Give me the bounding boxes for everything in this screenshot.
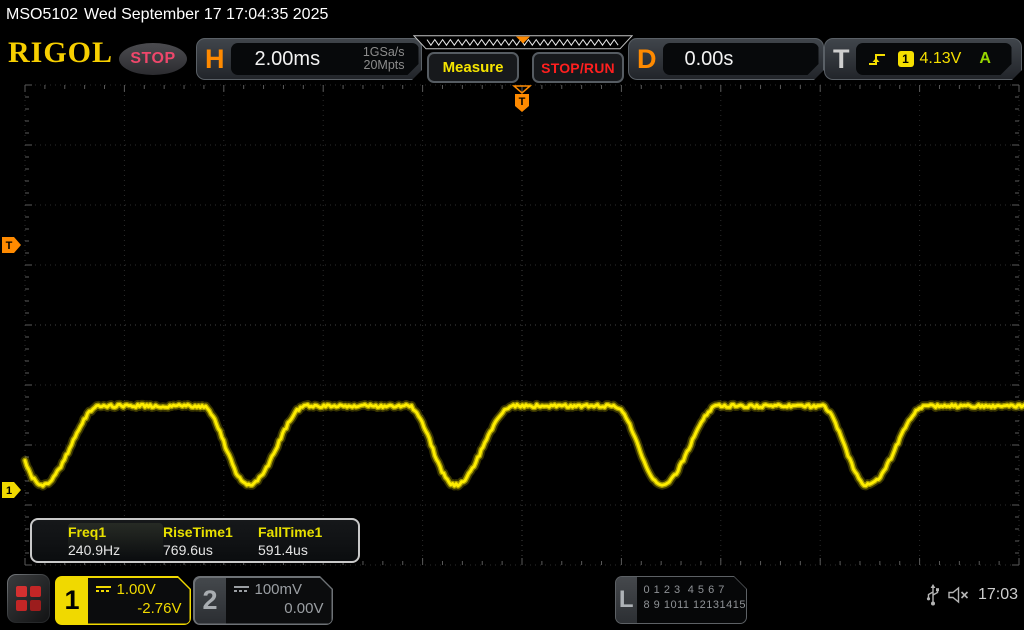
rising-edge-icon: [868, 50, 888, 68]
stop-run-button[interactable]: STOP/RUN: [532, 52, 624, 83]
status-tray: 17:03: [926, 584, 1018, 606]
logic-analyzer-badge: L: [616, 577, 637, 623]
measure-button[interactable]: Measure: [427, 52, 519, 83]
svg-text:1: 1: [6, 485, 12, 497]
clock[interactable]: 17:03: [977, 586, 1018, 603]
channel2-block[interactable]: 2 100mV 0.00V: [193, 576, 333, 625]
horizontal-label: H: [205, 44, 225, 74]
dc-coupling-icon: [96, 586, 111, 592]
channel1-scale: 1.00V: [116, 580, 156, 598]
channel1-badge: 1: [57, 578, 88, 624]
digital-channel-list: 0 1 2 3 4 5 6 7 8 9 1011 12131415: [637, 577, 747, 623]
trigger-block[interactable]: T 1 4.13V A: [824, 38, 1022, 80]
measurement-item[interactable]: FallTime1 591.4us: [258, 524, 323, 558]
trigger-label: T: [833, 44, 850, 74]
ch1-waveform: [20, 399, 1024, 491]
menu-button[interactable]: [7, 574, 50, 623]
trigger-level-marker[interactable]: T: [2, 237, 21, 254]
channel2-scale: 100mV: [254, 580, 303, 598]
horizontal-position-strip[interactable]: [413, 35, 633, 50]
speaker-muted-icon[interactable]: [948, 586, 970, 604]
delay-label: D: [637, 44, 657, 74]
logic-analyzer-block[interactable]: L 0 1 2 3 4 5 6 7 8 9 1011 12131415: [615, 576, 747, 624]
header-bar: RIGOL STOP H 2.00ms 1GSa/s 20Mpts Measur…: [0, 32, 1024, 83]
horizontal-settings-block[interactable]: H 2.00ms 1GSa/s 20Mpts: [196, 38, 422, 80]
model-name: MSO5102: [6, 6, 79, 23]
channel1-block[interactable]: 1 1.00V -2.76V: [55, 576, 191, 625]
trigger-sweep-mode: A: [979, 50, 991, 67]
trigger-source-badge: 1: [898, 51, 914, 67]
trigger-position-marker[interactable]: T: [512, 85, 532, 112]
bottom-bar: 1 1.00V -2.76V 2 100mV 0.0: [0, 568, 1024, 630]
top-info-bar: MSO5102 Wed September 17 17:04:35 2025: [0, 0, 1024, 32]
channel2-badge: 2: [195, 578, 226, 624]
delay-box: 0.00s: [663, 43, 819, 75]
usb-icon: [926, 584, 939, 606]
datetime-text: Wed September 17 17:04:35 2025: [84, 6, 329, 23]
timebase-value: 2.00ms: [254, 47, 321, 70]
rigol-logo: RIGOL: [8, 36, 114, 69]
timebase-box: 2.00ms 1GSa/s 20Mpts: [231, 43, 419, 75]
dc-coupling-icon: [234, 586, 249, 592]
measurement-overlay[interactable]: Freq1 240.9Hz RiseTime1 769.6us FallTime…: [30, 518, 360, 563]
trigger-level-value: 4.13V: [919, 50, 962, 67]
channel1-offset: -2.76V: [137, 599, 182, 617]
measurement-item[interactable]: RiseTime1 769.6us: [163, 524, 233, 558]
menu-grid-icon: [16, 586, 41, 611]
sample-rate-text: 1GSa/s 20Mpts: [362, 45, 405, 72]
channel1-ground-marker[interactable]: 1: [2, 482, 21, 498]
channel2-offset: 0.00V: [284, 599, 324, 617]
delay-value: 0.00s: [684, 47, 734, 70]
delay-block[interactable]: D 0.00s: [628, 38, 824, 80]
measurement-item[interactable]: Freq1 240.9Hz: [68, 523, 163, 558]
svg-text:T: T: [6, 240, 13, 252]
acquisition-status-badge: STOP: [119, 43, 187, 75]
trigger-box: 1 4.13V A: [856, 43, 1012, 75]
svg-text:T: T: [519, 96, 526, 108]
